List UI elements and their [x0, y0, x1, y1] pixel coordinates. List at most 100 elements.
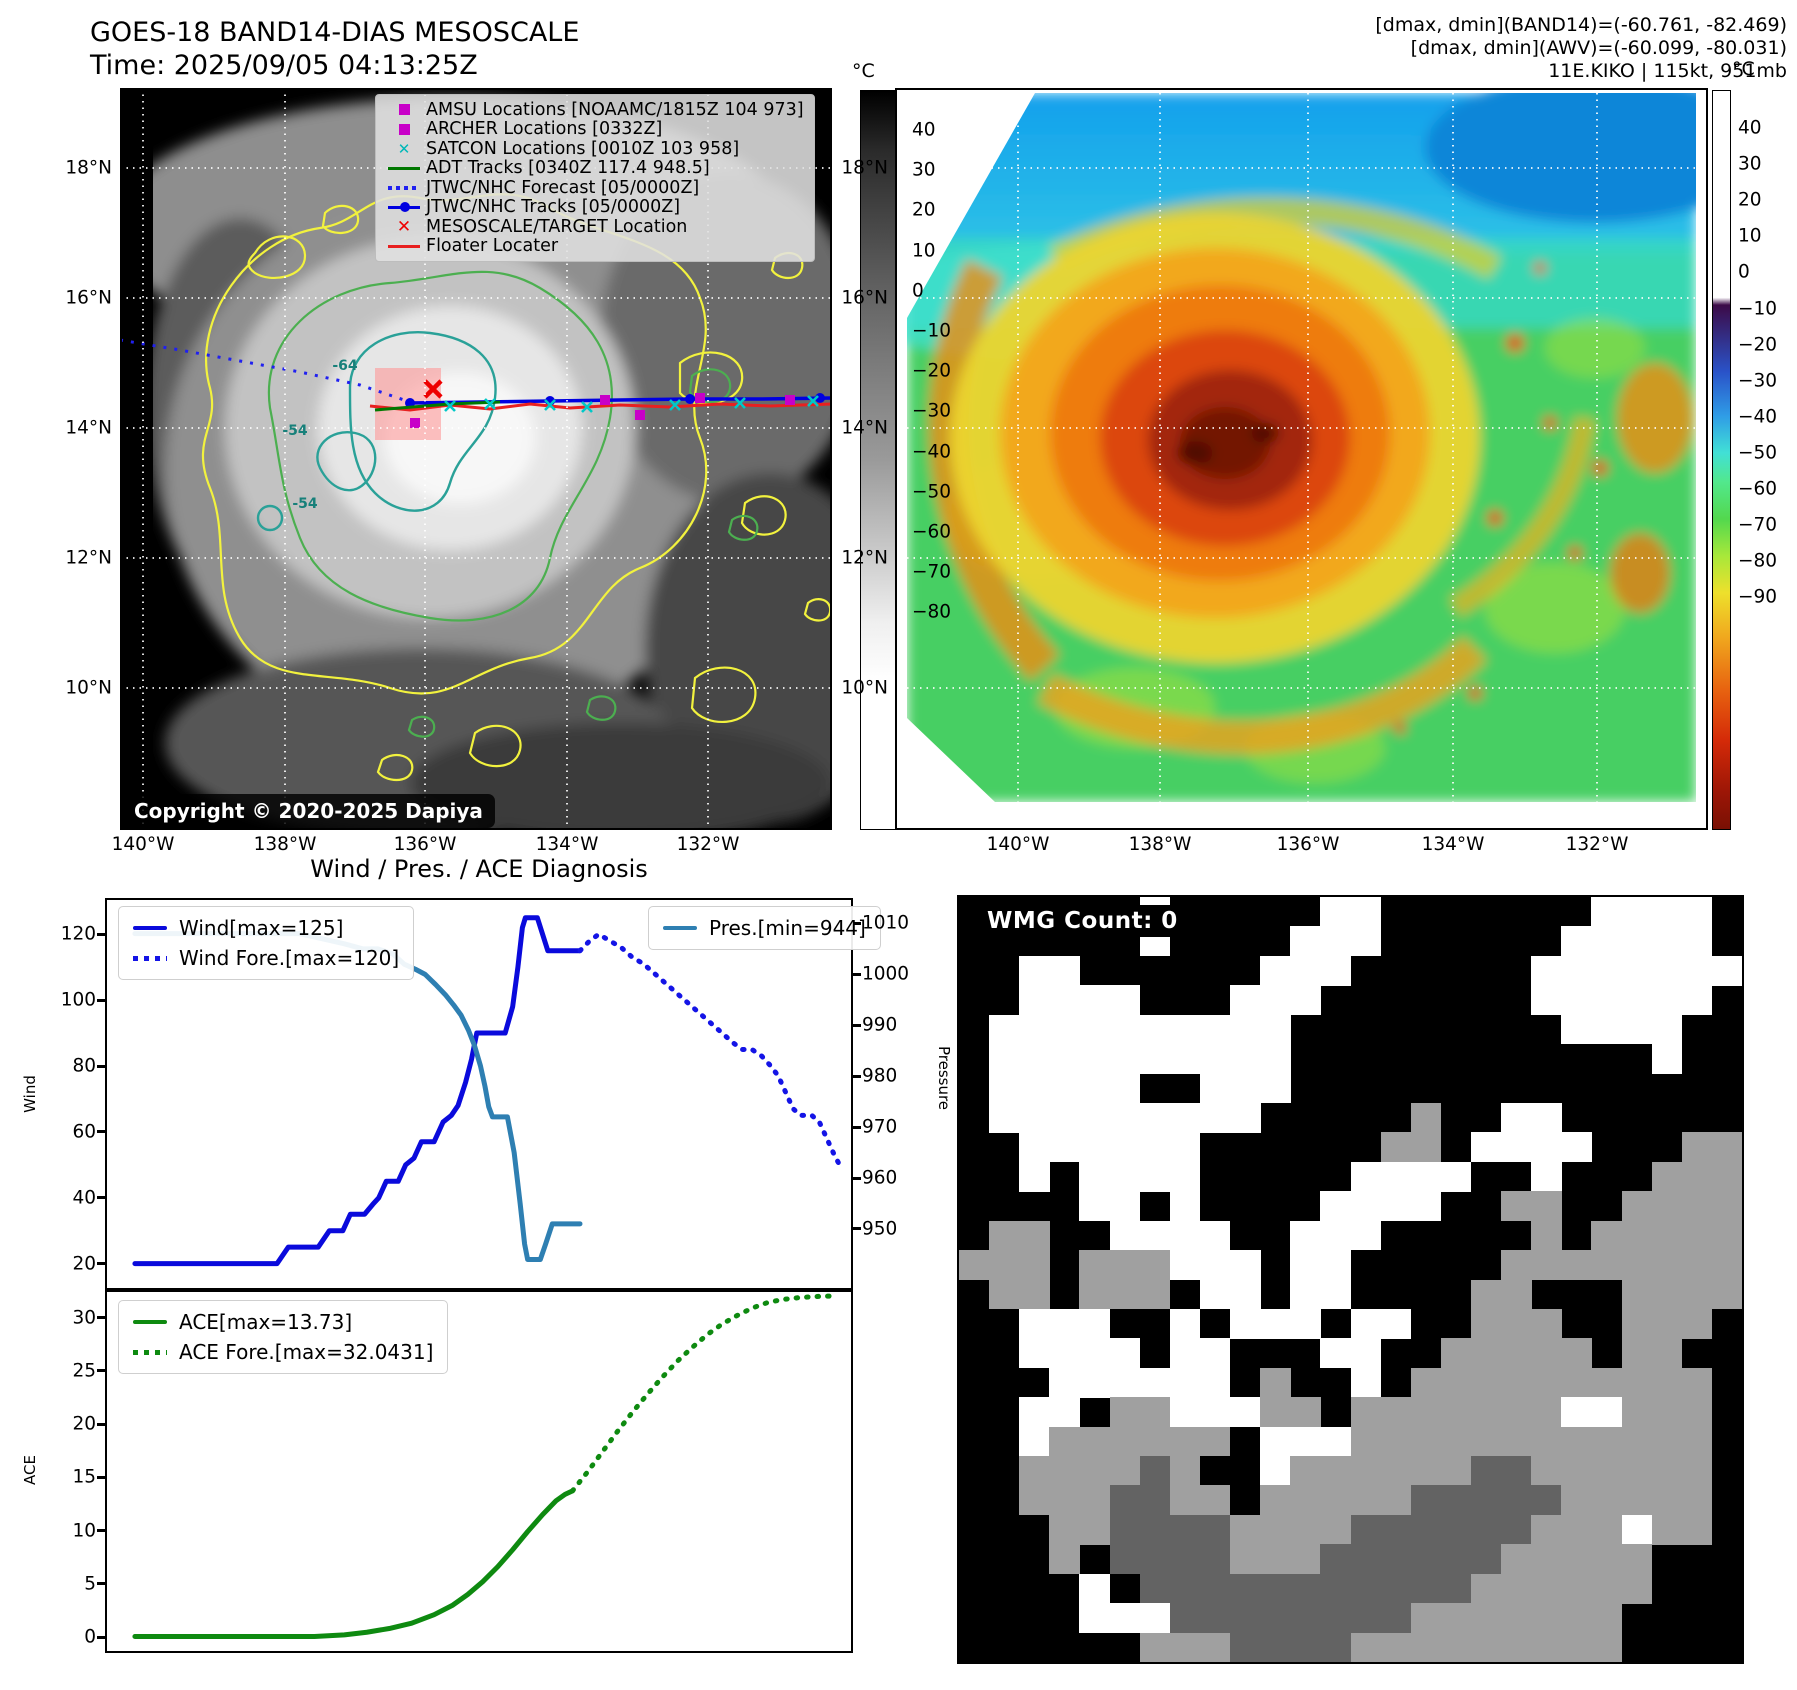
ace-chart	[105, 1290, 853, 1653]
wmg-cell	[1621, 1308, 1653, 1339]
colorbar-awv-unit: °C	[1732, 58, 1755, 80]
wmg-cell	[1711, 1191, 1743, 1222]
wmg-cell	[1470, 1485, 1502, 1516]
no-data-wedge-bottom	[907, 718, 995, 802]
wmg-cell	[1350, 1456, 1381, 1486]
wmg-cell	[1410, 1603, 1442, 1633]
wmg-cell	[1049, 1338, 1080, 1369]
wmg-cell	[1681, 1426, 1713, 1457]
wmg-cell	[1320, 1279, 1351, 1310]
wmg-cell	[1230, 1632, 1261, 1663]
wmg-cell	[1049, 1102, 1080, 1133]
wmg-cell	[1470, 1426, 1502, 1457]
wmg-cell	[1651, 1279, 1683, 1310]
wmg-cell	[1440, 1426, 1472, 1457]
header-info: [dmax, dmin](BAND14)=(-60.761, -82.469) …	[1375, 14, 1787, 83]
cbar-band14-tick: 40	[912, 119, 936, 141]
wmg-cell	[1169, 1250, 1201, 1280]
wmg-cell	[989, 1014, 1020, 1045]
wmg-cell	[1079, 1426, 1110, 1457]
wmg-cell	[1531, 1338, 1562, 1369]
wmg-cell	[1470, 1514, 1502, 1545]
wmg-cell	[1290, 1485, 1321, 1516]
wmg-cell	[1561, 1603, 1592, 1633]
wmg-cell	[1079, 1573, 1110, 1604]
wmg-cell	[1501, 1603, 1532, 1633]
wmg-cell	[1651, 1191, 1683, 1222]
wmg-cell	[1350, 1485, 1381, 1516]
wmg-cell	[1440, 1514, 1472, 1545]
line-green-icon	[382, 166, 426, 170]
wmg-cell	[1561, 1632, 1592, 1663]
wmg-cell	[1621, 1514, 1653, 1545]
wmg-cell	[1531, 1132, 1562, 1163]
wmg-cell	[1079, 1132, 1110, 1163]
wmg-cell	[1681, 926, 1713, 957]
wmg-cell	[1230, 1044, 1261, 1074]
wmg-cell	[1591, 1397, 1622, 1427]
wmg-cell	[1350, 1338, 1381, 1369]
tick-mark	[97, 1316, 105, 1320]
ir-cloud-field	[120, 98, 832, 830]
tick-mark	[97, 1635, 105, 1639]
wmg-cell	[1380, 1161, 1412, 1192]
wmg-cell	[1380, 1132, 1412, 1163]
wmg-cell	[1651, 1338, 1683, 1369]
wmg-cell	[1049, 1073, 1080, 1104]
wmg-cell	[1169, 1456, 1201, 1486]
wmg-cell	[1139, 1220, 1171, 1251]
wmg-cell	[1380, 1191, 1412, 1222]
wmg-cell	[1350, 926, 1381, 957]
tick-mark	[853, 1023, 861, 1027]
wmg-cell	[1681, 897, 1713, 927]
wmg-cell	[1470, 1132, 1502, 1163]
wmg-cell	[1109, 1367, 1141, 1398]
wmg-cell	[1230, 1397, 1261, 1427]
tick-mark	[853, 1125, 861, 1129]
wmg-cell	[1591, 1632, 1622, 1663]
cbar-band14-tick: 0	[912, 280, 924, 302]
wmg-cell	[1199, 1632, 1231, 1663]
wmg-cell	[1199, 1014, 1231, 1045]
wmg-cell	[1651, 926, 1683, 957]
wmg-cell	[1561, 1250, 1592, 1280]
map-legend-item: ARCHER Locations [0332Z]	[382, 119, 804, 139]
wmg-cell	[1019, 1308, 1050, 1339]
wmg-cell	[1049, 1397, 1080, 1427]
ace-tick: 5	[84, 1573, 96, 1595]
wmg-cell	[1591, 955, 1622, 986]
wmg-cell	[1621, 1338, 1653, 1369]
wmg-cell	[1079, 1044, 1110, 1074]
ace-tick: 25	[72, 1360, 96, 1382]
wmg-cell	[1470, 1632, 1502, 1663]
wmg-cell	[1139, 1573, 1171, 1604]
wmg-cell	[1380, 1632, 1412, 1663]
map-legend-item: ADT Tracks [0340Z 117.4 948.5]	[382, 158, 804, 178]
wmg-cell	[1079, 1279, 1110, 1310]
wmg-cell	[1199, 1073, 1231, 1104]
wmg-cell	[1230, 1014, 1261, 1045]
wmg-cell	[1621, 897, 1653, 927]
wmg-cell	[1410, 1426, 1442, 1457]
wmg-cell	[1501, 1191, 1532, 1222]
wmg-cell	[1531, 1102, 1562, 1133]
wmg-cell	[1109, 1603, 1141, 1633]
lon-label-left: 132°W	[676, 834, 740, 855]
wmg-cell	[1470, 1603, 1502, 1633]
wmg-cell	[1019, 1338, 1050, 1369]
wmg-cell	[1651, 1220, 1683, 1251]
wmg-cell	[1320, 1338, 1351, 1369]
wmg-cell	[1470, 1279, 1502, 1310]
wmg-cell	[1230, 985, 1261, 1016]
wmg-cell	[1380, 1544, 1412, 1575]
wmg-cell	[1109, 1279, 1141, 1310]
wmg-cell	[1079, 1456, 1110, 1486]
wmg-cell	[1621, 1279, 1653, 1310]
cbar-awv-tick: 30	[1738, 153, 1762, 175]
lat-label-right: 10°N	[841, 677, 888, 699]
cbar-band14-tick: −10	[912, 320, 952, 342]
no-data-wedge-top	[907, 93, 1035, 318]
map-legend-item: ✕ MESOSCALE/TARGET Location	[382, 217, 804, 237]
wmg-cell	[1621, 1544, 1653, 1575]
pressure-tick: 950	[862, 1218, 898, 1240]
